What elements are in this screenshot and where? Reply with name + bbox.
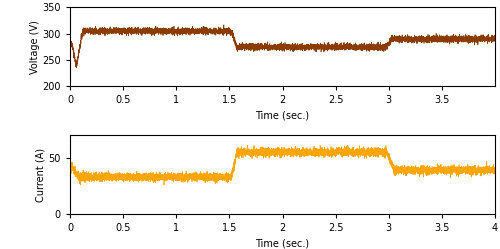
X-axis label: Time (sec.): Time (sec.) <box>256 239 310 249</box>
Y-axis label: Current (A): Current (A) <box>36 148 46 202</box>
Y-axis label: Voltage (V): Voltage (V) <box>30 20 40 74</box>
X-axis label: Time (sec.): Time (sec.) <box>256 111 310 121</box>
